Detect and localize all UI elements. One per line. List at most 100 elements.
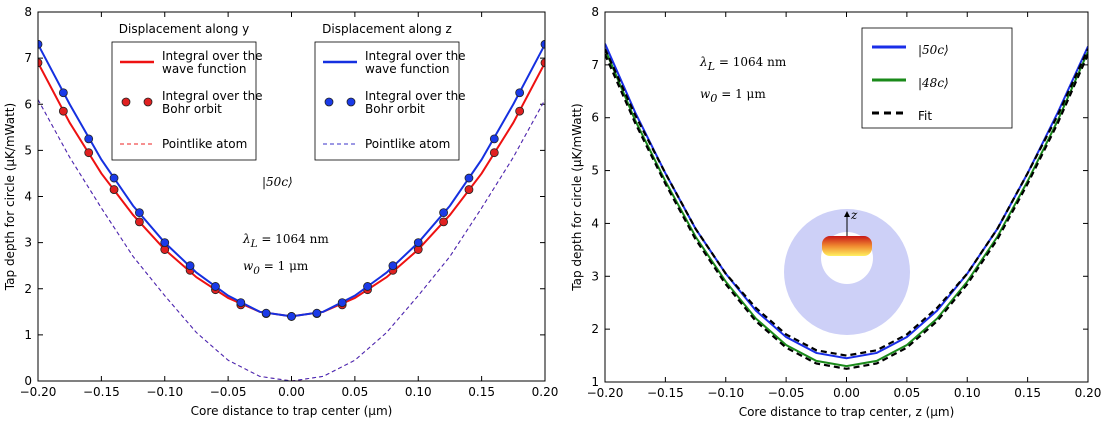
y-tick-label: 8 (591, 5, 599, 19)
x-tick-label: −0.20 (587, 386, 624, 400)
legend-label-line: Integral over the (365, 89, 466, 103)
annotation: |50c⟩ (262, 175, 293, 189)
series-line (605, 53, 1088, 370)
marker (413, 238, 423, 248)
x-tick-label: 0.05 (894, 386, 921, 400)
marker (287, 312, 296, 321)
x-tick-label: −0.05 (768, 386, 805, 400)
legend-label: |48c⟩ (918, 76, 949, 90)
marker (540, 39, 545, 49)
annotation-symbol: λ (699, 55, 708, 69)
x-axis-label: Core distance to trap center (μm) (191, 404, 393, 418)
legend-label: Integral over the Bohr orbit (162, 89, 263, 116)
annotation: λL = 1064 nm (699, 55, 787, 73)
x-tick-label: −0.15 (647, 386, 684, 400)
marker (363, 282, 372, 291)
marker (515, 106, 525, 116)
y-tick-label: 1 (591, 375, 599, 389)
legend-marker (346, 97, 356, 107)
legend-label-line: Bohr orbit (365, 102, 425, 116)
x-tick-label: 0.00 (833, 386, 860, 400)
marker (388, 261, 398, 271)
y-tick-label: 7 (24, 51, 32, 65)
marker (38, 58, 43, 68)
y-tick-label: 6 (591, 111, 599, 125)
axes-frame (604, 11, 1089, 383)
annotation: λL = 1064 nm (242, 232, 329, 250)
x-tick-label: −0.15 (83, 385, 120, 399)
x-tick-label: 0.15 (468, 385, 495, 399)
y-axis-label: Tap depth for circle (μK/mWatt) (570, 103, 584, 291)
marker (236, 298, 246, 307)
x-tick-label: 0.20 (532, 385, 559, 399)
legend-label: Fit (918, 109, 932, 123)
x-tick-label: −0.10 (146, 385, 183, 399)
legend-title: Displacement along z (322, 22, 452, 36)
marker (261, 308, 271, 318)
annotation-text: = 1064 nm (715, 55, 787, 69)
y-tick-label: 6 (24, 97, 32, 111)
legend-label: Integral over the wave function (162, 49, 263, 76)
legend-label-line: Bohr orbit (162, 102, 222, 116)
marker (134, 208, 144, 218)
marker (464, 173, 474, 183)
axes-frame (37, 11, 546, 382)
legend-label-line: wave function (162, 62, 247, 76)
inset-orbit (822, 236, 872, 256)
marker (58, 88, 68, 98)
legend-marker (143, 97, 153, 107)
legend-label-line: Integral over the (162, 89, 263, 103)
y-tick-label: 0 (24, 374, 32, 388)
x-tick-label: 0.15 (1014, 386, 1041, 400)
y-tick-label: 4 (591, 216, 599, 230)
annotation-symbol: w (243, 259, 254, 273)
y-axis-label: Tap depth for circle (μK/mWatt) (3, 103, 17, 291)
plot-area (605, 43, 1088, 370)
x-tick-label: 0.20 (1075, 386, 1102, 400)
y-tick-label: 5 (24, 143, 32, 157)
marker (84, 134, 94, 144)
legend-label: |50c⟩ (918, 43, 949, 57)
legend-box (861, 27, 1013, 129)
marker (337, 298, 347, 307)
marker (489, 134, 499, 144)
x-tick-label: 0.10 (954, 386, 981, 400)
x-tick-label: 0.10 (405, 385, 432, 399)
series-line (605, 48, 1088, 357)
inset-diagram (784, 209, 910, 335)
marker (489, 148, 499, 158)
legend-marker (121, 97, 131, 107)
annotation-symbol: w (700, 87, 711, 101)
marker (540, 58, 545, 68)
annotation-subscript: 0 (253, 265, 260, 277)
series-line (38, 99, 545, 381)
inset-label: z (850, 208, 858, 222)
marker (134, 217, 144, 227)
legend-label: Integral over the Bohr orbit (365, 89, 466, 116)
x-axis-label: Core distance to trap center, z (μm) (739, 405, 955, 419)
marker (160, 238, 170, 248)
marker (439, 208, 449, 218)
legend-label: Integral over the wave function (365, 49, 466, 76)
marker (211, 282, 220, 291)
annotation-subscript: L (250, 238, 258, 250)
annotation-text: = 1 μm (260, 259, 309, 273)
x-tick-label: −0.10 (707, 386, 744, 400)
annotation-text: = 1 μm (717, 87, 766, 101)
legend-label-line: Integral over the (365, 49, 466, 63)
y-tick-label: 7 (591, 58, 599, 72)
x-tick-label: 0.00 (278, 385, 305, 399)
y-tick-label: 1 (24, 328, 32, 342)
marker (312, 308, 322, 318)
legend-label-line: wave function (365, 62, 450, 76)
y-tick-label: 2 (591, 322, 599, 336)
plot-area (38, 39, 545, 381)
legend-title: Displacement along y (119, 22, 249, 36)
x-tick-label: −0.20 (20, 385, 57, 399)
legend-label-line: Integral over the (162, 49, 263, 63)
annotation-symbol: λ (242, 232, 251, 246)
legend-marker (324, 97, 334, 107)
marker (84, 148, 94, 158)
